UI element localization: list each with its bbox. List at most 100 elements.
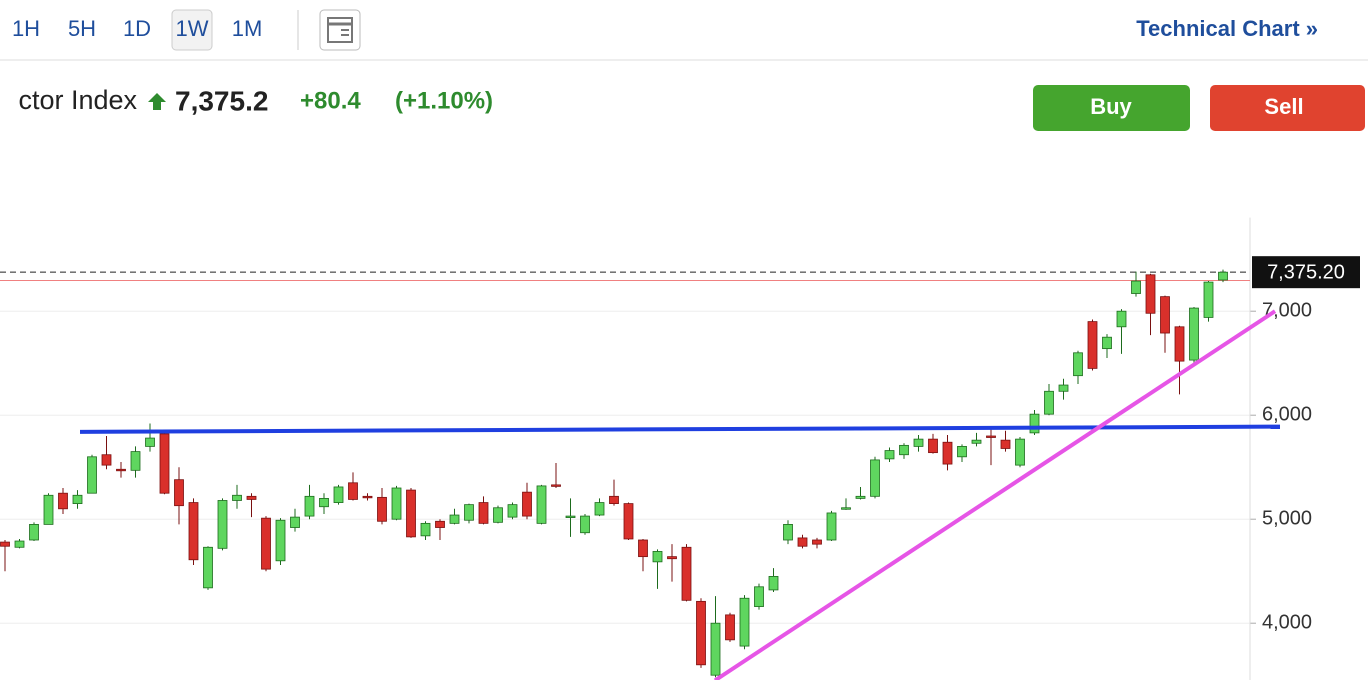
candle-body	[841, 507, 851, 510]
candle-body	[652, 551, 663, 563]
candle-body	[1218, 271, 1228, 281]
candle-body	[101, 454, 112, 466]
technical-chart-link[interactable]: Technical Chart »	[1136, 16, 1318, 41]
icon-frame	[327, 17, 353, 43]
candle-body	[594, 502, 605, 516]
candle-body	[696, 600, 706, 666]
candle-body	[261, 517, 271, 570]
candle-body	[855, 495, 866, 499]
candle-body	[768, 576, 779, 591]
buy-button[interactable]: Buy	[1033, 85, 1190, 131]
candle-body	[739, 597, 750, 647]
candle-body	[681, 546, 692, 601]
candle-body	[536, 485, 547, 524]
candle-body	[1000, 439, 1011, 449]
chart: 4,000 5,000 6,000 7,000 7,375.20	[0, 217, 1360, 680]
candle-body	[623, 503, 634, 540]
candle-body	[986, 435, 996, 438]
candle-body	[667, 556, 677, 560]
candle-body	[754, 586, 764, 607]
last-price-box	[1252, 256, 1360, 289]
candle-body	[797, 537, 808, 547]
y-tick-label: 7,000	[1262, 299, 1312, 321]
candle-body	[275, 519, 286, 562]
candle-body	[522, 491, 532, 517]
candle-body	[638, 539, 648, 558]
candle-body	[580, 515, 590, 534]
candle-body	[957, 445, 967, 458]
candle-body	[464, 504, 474, 521]
instrument-name: ctor Index	[18, 85, 137, 115]
candle-body	[1102, 336, 1112, 350]
tab[interactable]: 1W	[176, 16, 209, 41]
candle-body	[0, 541, 10, 547]
tab[interactable]: 1M	[232, 16, 263, 41]
up-arrow	[148, 93, 166, 110]
candle-body	[971, 439, 982, 444]
icon-box[interactable]	[319, 9, 361, 51]
candle-body	[43, 494, 54, 525]
candle-body	[159, 433, 170, 494]
candle-body	[1145, 274, 1156, 314]
candle-body	[87, 456, 97, 494]
candle-body	[609, 495, 619, 505]
candle-body	[217, 500, 228, 549]
candle-body	[449, 514, 460, 524]
layout-icon[interactable]	[319, 9, 361, 51]
tab[interactable]: 1H	[12, 16, 40, 41]
candle-body	[362, 495, 373, 499]
price: 7,375.2	[175, 85, 268, 116]
candle-body	[1058, 384, 1069, 392]
candle-body	[333, 486, 344, 503]
candle-body	[435, 520, 445, 528]
candle-body	[812, 539, 822, 545]
candle-body	[493, 507, 503, 523]
candle-body	[406, 489, 416, 538]
candle-body	[928, 438, 938, 454]
candle-body	[942, 441, 953, 465]
candle-body	[1116, 310, 1127, 328]
candle-body	[1087, 321, 1098, 369]
candle-body	[29, 524, 39, 541]
change: +80.4	[300, 87, 361, 114]
candle-body	[1203, 281, 1214, 318]
candle-body	[72, 494, 83, 504]
candle-body	[58, 492, 68, 510]
candle-body	[783, 524, 793, 541]
candle-body	[246, 495, 257, 500]
tab-selected-box	[171, 9, 213, 51]
candle-body	[145, 437, 155, 447]
candle-body	[1131, 280, 1141, 294]
y-tick-label: 6,000	[1262, 403, 1312, 425]
buy-bg[interactable]	[1033, 85, 1190, 131]
candle-body	[884, 450, 895, 460]
candle-body	[174, 479, 184, 507]
candle-body	[188, 502, 199, 561]
candle-body	[1174, 326, 1185, 362]
candle-body	[1015, 438, 1025, 466]
y-tick-label: 5,000	[1262, 507, 1312, 529]
candle-body	[1029, 413, 1040, 434]
candle-body	[304, 495, 315, 517]
candle-body	[203, 546, 213, 589]
candle-body	[116, 468, 126, 472]
change-pct: (+1.10%)	[395, 87, 493, 114]
candle-body	[14, 540, 25, 548]
sell-bg[interactable]	[1210, 85, 1365, 131]
tab[interactable]: 1D	[123, 16, 151, 41]
candle-body	[130, 451, 141, 471]
candle-body	[913, 438, 924, 447]
candle-body	[899, 444, 909, 456]
buy-label[interactable]: Buy	[1090, 94, 1132, 119]
sell-button[interactable]: Sell	[1210, 85, 1365, 131]
candle-body	[377, 496, 387, 522]
candle-body	[725, 614, 735, 641]
sell-label[interactable]: Sell	[1264, 94, 1303, 119]
y-tick-label: 4,000	[1262, 611, 1312, 633]
candle-body	[870, 459, 880, 497]
tab[interactable]: 5H	[68, 16, 96, 41]
candle-body	[826, 512, 837, 541]
candle-body	[478, 502, 489, 524]
